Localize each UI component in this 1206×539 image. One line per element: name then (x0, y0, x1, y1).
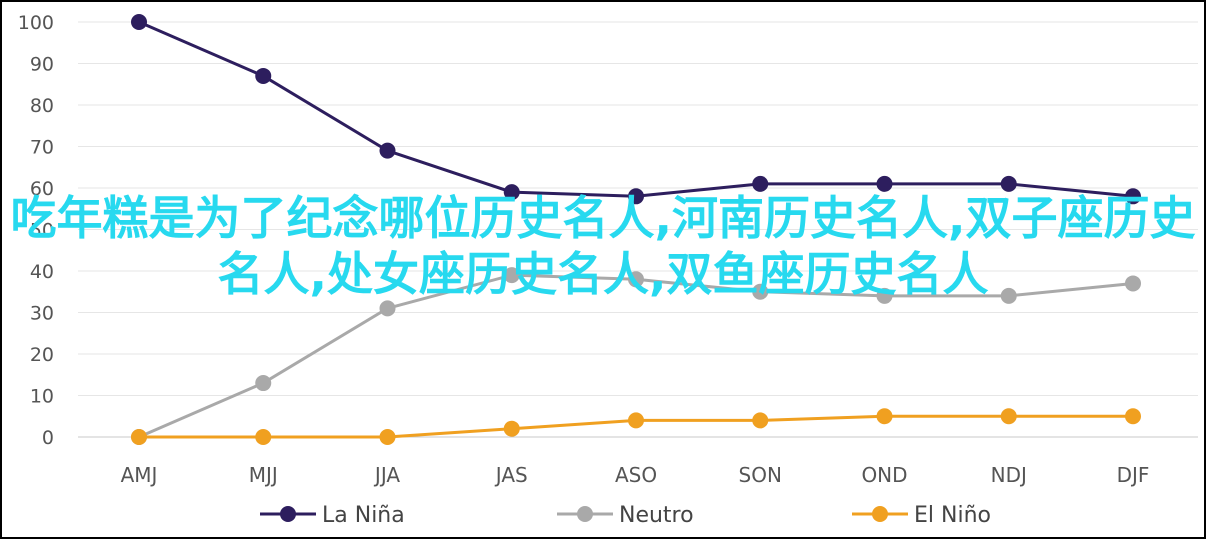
data-point (628, 271, 644, 288)
x-tick-label: DJF (1117, 463, 1150, 487)
gridlines (78, 21, 1198, 438)
data-point (255, 67, 272, 84)
x-tick-label: ASO (615, 463, 657, 487)
y-tick-label: 80 (30, 95, 54, 117)
legend-item-0: La Niña (260, 503, 405, 528)
x-tick-label: OND (861, 463, 907, 487)
data-point (628, 188, 644, 205)
legend-label: El Niño (914, 503, 991, 528)
data-point (131, 429, 147, 445)
legend-marker (577, 506, 593, 522)
data-point (255, 375, 272, 392)
legend-marker (280, 506, 296, 522)
data-point (1125, 188, 1141, 205)
data-point (503, 267, 520, 284)
data-point (1125, 408, 1141, 425)
x-axis-ticks: AMJ MJJ JJA JAS ASO SON OND NDJ DJF (121, 463, 1150, 487)
data-point (1000, 408, 1017, 425)
data-point (379, 429, 396, 445)
y-tick-label: 90 (30, 54, 54, 76)
legend-label: La Niña (322, 503, 405, 528)
legend-marker (872, 506, 888, 522)
y-tick-label: 0 (42, 427, 54, 449)
x-tick-label: JJA (373, 463, 400, 487)
x-tick-label: SON (739, 463, 782, 487)
y-tick-label: 40 (30, 261, 54, 283)
legend-label: Neutro (619, 503, 694, 528)
data-point (1000, 175, 1017, 192)
data-point (131, 14, 147, 30)
data-point (379, 142, 396, 159)
data-point (876, 408, 893, 425)
x-tick-label: MJJ (249, 463, 278, 487)
y-tick-label: 30 (30, 303, 54, 325)
y-tick-label: 60 (30, 178, 54, 200)
series-layer (131, 14, 1141, 445)
data-point (1125, 275, 1141, 292)
x-tick-label: AMJ (121, 463, 158, 487)
series-2 (131, 408, 1141, 445)
data-point (876, 175, 893, 192)
y-tick-label: 70 (30, 137, 54, 159)
x-tick-label: NDJ (991, 463, 1027, 487)
data-point (752, 412, 769, 429)
data-point (876, 287, 893, 304)
y-tick-label: 10 (30, 386, 54, 408)
data-point (379, 300, 396, 317)
series-line (138, 20, 1134, 198)
y-tick-label: 100 (18, 12, 54, 34)
legend-item-1: Neutro (557, 503, 694, 528)
legend: La Niña Neutro El Niño (260, 503, 991, 528)
data-point (255, 429, 272, 445)
y-tick-label: 50 (30, 220, 54, 242)
data-point (752, 283, 769, 300)
y-tick-label: 20 (30, 344, 54, 366)
data-point (752, 175, 769, 192)
y-axis-ticks: 0 10 20 30 40 50 60 70 80 90 100 (18, 12, 54, 449)
x-tick-label: JAS (494, 463, 528, 487)
data-point (503, 184, 520, 201)
data-point (1000, 287, 1017, 304)
data-point (628, 412, 644, 429)
series-0 (131, 14, 1141, 205)
legend-item-2: El Niño (852, 503, 991, 528)
data-point (503, 420, 520, 437)
